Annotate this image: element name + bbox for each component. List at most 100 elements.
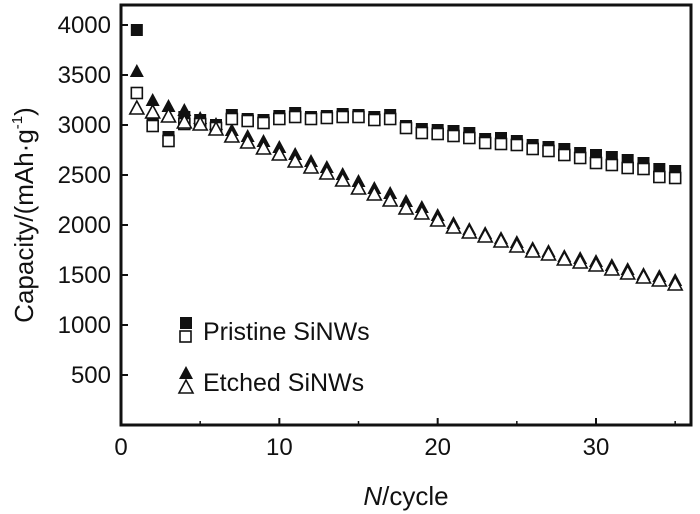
axis-tick-labels: 0 10 20 30 500 1000 1500 2000 2500 3000 3500 4000 <box>58 12 610 461</box>
point-open-triangle-30 <box>587 256 605 272</box>
point-open-square-27 <box>542 144 555 158</box>
point-open-triangle-27 <box>540 245 557 261</box>
point-open-triangle-21 <box>445 218 462 234</box>
point-filled-triangle-3 <box>161 99 176 112</box>
point-open-triangle-14 <box>334 171 352 187</box>
axis-ticks <box>120 24 676 425</box>
point-open-triangle-17 <box>381 191 399 207</box>
point-open-square-10 <box>273 112 286 126</box>
point-open-square-29 <box>573 151 587 165</box>
x-tick-label-1: 10 <box>266 434 293 461</box>
point-open-triangle-22 <box>460 223 478 239</box>
point-open-triangle-20 <box>429 211 447 227</box>
point-open-square-26 <box>526 142 539 156</box>
point-filled-triangle-4 <box>177 103 192 116</box>
y-tick-label-2: 1500 <box>58 262 111 289</box>
point-open-triangle-13 <box>318 164 336 180</box>
point-open-triangle-28 <box>555 250 573 266</box>
point-open-square-28 <box>558 148 571 162</box>
point-open-square-1 <box>130 86 144 100</box>
point-open-square-23 <box>478 136 492 150</box>
point-open-triangle-4 <box>175 113 193 129</box>
point-filled-triangle-1 <box>129 64 144 77</box>
y-axis-title-close: ) <box>9 107 39 116</box>
point-open-square-8 <box>241 114 254 128</box>
point-open-square-7 <box>225 112 239 126</box>
y-tick-label-1: 1000 <box>58 312 111 339</box>
point-open-triangle-6 <box>207 120 225 136</box>
point-open-square-12 <box>304 112 318 126</box>
legend-label-pristine: Pristine SiNWs <box>203 318 370 346</box>
point-open-square-14 <box>336 110 349 124</box>
point-open-square-20 <box>431 127 444 141</box>
point-open-triangle-3 <box>160 107 177 123</box>
point-open-triangle-34 <box>650 271 668 287</box>
point-open-square-13 <box>320 111 334 125</box>
point-open-triangle-19 <box>413 204 431 220</box>
point-filled-square-1 <box>130 24 143 36</box>
point-open-triangle-11 <box>286 152 304 168</box>
x-axis-title-italic: N <box>363 481 382 511</box>
point-open-triangle-15 <box>350 179 367 195</box>
legend: Pristine SiNWs Etched SiNWs <box>177 317 370 397</box>
point-open-square-32 <box>621 161 634 175</box>
point-open-triangle-23 <box>476 227 494 243</box>
point-open-triangle-9 <box>255 139 272 155</box>
legend-marker-open-square <box>179 330 192 343</box>
point-open-square-18 <box>399 121 413 135</box>
y-tick-label-3: 2000 <box>58 212 111 239</box>
point-open-triangle-5 <box>191 115 209 131</box>
legend-marker-filled-square <box>180 317 192 329</box>
plot-frame <box>119 3 693 427</box>
point-open-square-22 <box>463 131 476 145</box>
point-open-triangle-31 <box>603 260 621 276</box>
legend-entry-etched: Etched SiNWs <box>177 366 364 397</box>
y-axis-title: Capacity/(mAh·g-1) <box>9 107 39 323</box>
point-open-square-11 <box>288 110 302 124</box>
point-open-triangle-7 <box>223 127 241 143</box>
point-open-triangle-2 <box>144 103 162 119</box>
point-filled-triangle-2 <box>145 93 160 106</box>
data-points <box>128 24 684 291</box>
point-open-square-25 <box>510 138 524 152</box>
x-tick-label-0: 0 <box>114 434 127 461</box>
y-tick-label-5: 3000 <box>58 112 111 139</box>
point-open-square-33 <box>637 162 650 176</box>
point-open-triangle-25 <box>508 237 526 253</box>
y-tick-label-4: 2500 <box>58 162 111 189</box>
point-open-triangle-1 <box>128 99 146 115</box>
y-tick-label-6: 3500 <box>58 62 111 89</box>
point-open-triangle-35 <box>666 275 684 291</box>
point-open-triangle-8 <box>239 133 257 149</box>
x-tick-label-3: 30 <box>583 434 610 461</box>
point-open-square-30 <box>589 156 603 170</box>
x-tick-label-2: 20 <box>424 434 451 461</box>
point-open-square-21 <box>447 129 460 143</box>
y-tick-label-7: 4000 <box>58 12 111 39</box>
y-axis-title-sup: -1 <box>9 116 26 129</box>
point-open-triangle-24 <box>492 232 510 248</box>
point-open-square-16 <box>368 113 381 127</box>
point-open-triangle-29 <box>571 253 589 269</box>
point-open-square-31 <box>605 158 619 172</box>
point-open-triangle-16 <box>365 185 383 201</box>
y-tick-label-0: 500 <box>71 362 111 389</box>
legend-marker-open-triangle <box>177 378 195 394</box>
point-open-square-19 <box>415 126 429 140</box>
point-open-triangle-32 <box>619 264 637 280</box>
point-open-triangle-26 <box>524 242 542 258</box>
point-open-square-24 <box>494 137 508 151</box>
legend-label-etched: Etched SiNWs <box>203 369 364 397</box>
point-open-triangle-12 <box>302 158 320 174</box>
x-axis-title-rest: /cycle <box>382 481 448 511</box>
point-open-square-2 <box>146 119 159 133</box>
point-open-square-34 <box>653 170 666 184</box>
point-open-square-15 <box>352 110 365 124</box>
y-axis-title-main: Capacity/(mAh·g <box>9 129 39 323</box>
point-open-square-35 <box>668 171 682 185</box>
point-open-triangle-10 <box>270 145 288 161</box>
point-open-triangle-33 <box>635 268 652 284</box>
point-open-triangle-18 <box>397 199 415 215</box>
point-open-square-9 <box>257 116 270 130</box>
